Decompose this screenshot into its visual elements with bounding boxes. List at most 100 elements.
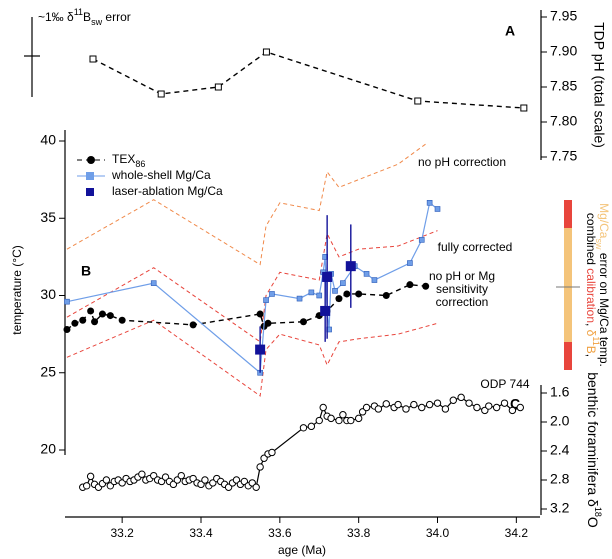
point	[508, 406, 517, 415]
point	[177, 471, 185, 480]
x-tick-label: 33.2	[110, 526, 134, 540]
point	[319, 403, 327, 412]
legend-name: laser-ablation Mg/Ca	[112, 184, 223, 198]
x-tick-label: 33.8	[347, 526, 371, 540]
point	[382, 292, 390, 299]
y-tick-label: 7.90	[550, 43, 577, 59]
label-part: ~1‰ δ	[38, 10, 74, 24]
point	[296, 295, 303, 302]
envelope-line	[66, 319, 438, 397]
point	[441, 405, 450, 413]
panel-letter: A	[505, 23, 515, 39]
point	[500, 399, 509, 407]
point	[343, 290, 351, 298]
point	[473, 403, 481, 412]
point	[82, 482, 91, 490]
point	[189, 321, 197, 329]
point	[449, 396, 457, 404]
point	[327, 414, 335, 423]
point	[157, 90, 165, 98]
x-tick-label: 33.6	[268, 526, 292, 540]
y-axis-label: temperature (°C)	[10, 245, 24, 335]
point	[347, 416, 355, 425]
point	[63, 325, 71, 333]
point	[485, 402, 493, 410]
annotation: correction	[436, 295, 489, 309]
label-part: error	[102, 10, 131, 24]
point	[316, 292, 323, 299]
series-line	[66, 201, 438, 374]
point	[252, 483, 260, 491]
error-band-red	[564, 200, 572, 228]
x-tick-label: 34.0	[426, 526, 450, 540]
point	[256, 310, 264, 318]
point	[410, 400, 418, 409]
series-line	[92, 51, 524, 109]
y-tick-label: 2.8	[550, 471, 570, 487]
x-tick-label: 34.2	[505, 526, 529, 540]
point	[106, 312, 114, 320]
y-tick-label: 20	[40, 441, 56, 457]
site-label: ODP 744	[480, 377, 529, 391]
point	[87, 307, 95, 315]
point	[256, 463, 264, 471]
point	[332, 288, 338, 294]
point	[335, 416, 343, 425]
label-part: sw	[594, 238, 604, 250]
label-part: δ	[584, 330, 598, 337]
legend-label: TEX86	[112, 152, 145, 169]
point	[433, 399, 442, 407]
point	[354, 414, 363, 423]
error-band-red	[564, 342, 572, 370]
legend-marker	[87, 156, 95, 164]
point	[322, 271, 333, 282]
point	[418, 237, 425, 243]
label-part: error on Mg/Ca temp.	[597, 249, 611, 366]
point	[363, 271, 370, 277]
y-tick-label: 25	[40, 363, 56, 379]
y-tick-label: 30	[40, 286, 56, 302]
point	[263, 297, 269, 303]
point	[315, 416, 323, 425]
y-tick-label: 3.2	[550, 500, 570, 516]
legend-marker	[86, 172, 94, 180]
legend-name: TEX	[112, 152, 135, 166]
point	[264, 319, 272, 327]
point	[516, 403, 524, 412]
annotation: no pH or Mg	[429, 269, 495, 283]
point	[201, 476, 209, 484]
y-tick-label: 40	[40, 132, 56, 148]
annotation: no pH correction	[418, 155, 506, 169]
legend-marker	[86, 188, 94, 196]
point	[394, 400, 402, 409]
label-part: 18	[593, 507, 603, 517]
point	[64, 298, 70, 305]
point	[214, 83, 222, 91]
envelope-line	[66, 143, 426, 266]
point	[426, 200, 433, 206]
label-part: ,	[584, 354, 598, 357]
point	[89, 55, 97, 63]
point	[138, 470, 146, 478]
point	[299, 318, 307, 326]
point	[150, 280, 157, 286]
point	[407, 260, 413, 266]
point	[320, 305, 331, 316]
point	[402, 405, 410, 413]
point	[406, 281, 414, 289]
x-axis-label: age (Ma)	[278, 543, 326, 557]
point	[371, 277, 378, 283]
y-tick-label: 7.85	[550, 78, 577, 94]
point	[335, 295, 343, 303]
panel-letter: C	[510, 396, 520, 412]
point	[307, 422, 316, 431]
label-part: calibration	[584, 268, 598, 323]
legend-name: whole-shell Mg/Ca	[111, 168, 211, 182]
point	[339, 411, 347, 419]
point	[71, 319, 79, 327]
error-band-orange	[564, 228, 572, 342]
point	[418, 403, 426, 412]
point	[86, 472, 95, 481]
point	[382, 400, 390, 408]
